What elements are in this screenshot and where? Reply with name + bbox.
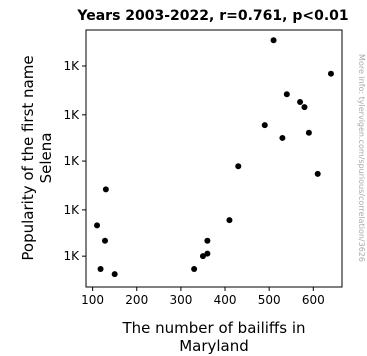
data-point	[279, 134, 286, 141]
x-tick-label: 500	[258, 293, 281, 307]
data-point	[305, 129, 312, 136]
data-point	[199, 253, 206, 260]
data-point	[101, 237, 108, 244]
y-tick-label: 1K	[63, 108, 80, 122]
data-point	[191, 266, 198, 273]
data-point	[204, 237, 211, 244]
x-tick-label: 100	[81, 293, 104, 307]
y-axis-label-line-1: Popularity of the first name	[19, 55, 37, 260]
chart-title: Years 2003-2022, r=0.761, p<0.01	[76, 8, 348, 24]
x-tick-label: 400	[214, 293, 237, 307]
y-axis-label-line-2: Selena	[37, 133, 55, 184]
data-points	[94, 37, 334, 278]
data-point	[102, 186, 109, 193]
data-point	[261, 122, 268, 129]
data-point	[94, 222, 101, 229]
data-point	[301, 104, 308, 111]
y-tick-label: 1K	[63, 59, 80, 73]
plot-frame	[85, 29, 343, 288]
data-point	[235, 163, 242, 170]
data-point	[111, 271, 118, 278]
y-tick-label: 1K	[63, 249, 80, 263]
data-point	[283, 91, 290, 98]
x-axis-ticks: 100 200 300 400 500 600	[81, 287, 325, 307]
y-axis-ticks: 1K 1K 1K 1K 1K	[63, 59, 86, 263]
data-point	[226, 217, 233, 224]
y-tick-label: 1K	[63, 154, 80, 168]
data-point	[297, 98, 304, 105]
data-point	[314, 170, 321, 177]
watermark-text: More info: tylervigen.com/spurious/corre…	[357, 54, 366, 262]
data-point	[97, 266, 104, 273]
x-tick-label: 600	[302, 293, 325, 307]
data-point	[327, 70, 334, 77]
y-tick-label: 1K	[63, 203, 80, 217]
x-tick-label: 300	[169, 293, 192, 307]
x-axis-label-line-2: Maryland	[179, 337, 249, 355]
x-tick-label: 200	[125, 293, 148, 307]
data-point	[270, 37, 277, 44]
data-point	[204, 250, 211, 257]
x-axis-label-line-1: The number of bailiffs in	[121, 319, 305, 337]
